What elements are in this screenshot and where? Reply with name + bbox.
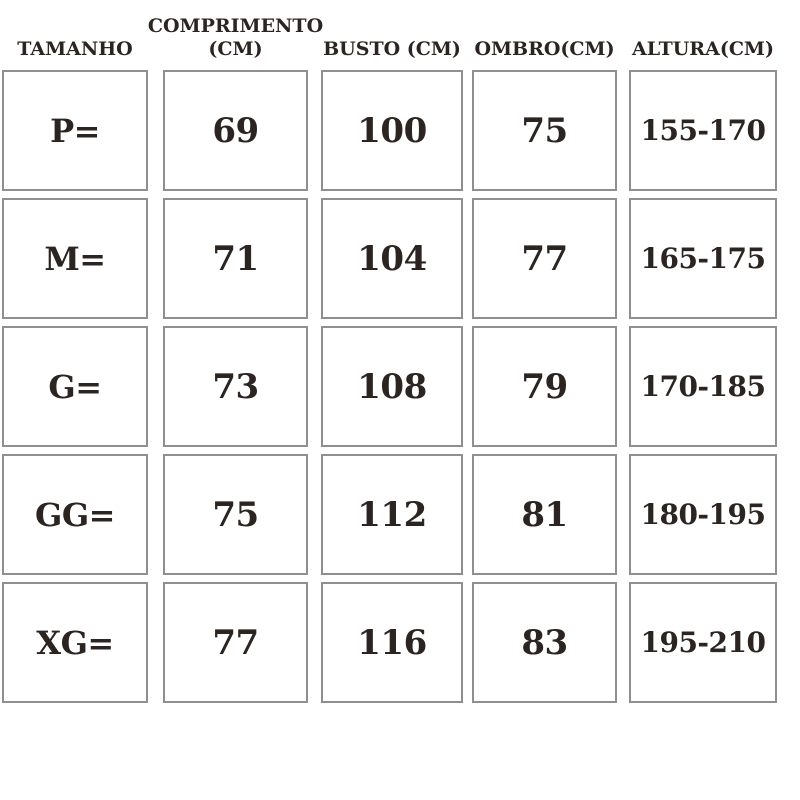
size-cell: XG= <box>2 582 148 703</box>
size-cell: 108 <box>321 326 463 447</box>
size-cell: 165-175 <box>629 198 777 319</box>
size-cell: 112 <box>321 454 463 575</box>
size-cell: 79 <box>472 326 617 447</box>
column-tamanho: TAMANHO P= M= G= GG= XG= <box>2 0 148 710</box>
size-cell: P= <box>2 70 148 191</box>
size-cell: 77 <box>472 198 617 319</box>
size-cell: 116 <box>321 582 463 703</box>
column-header-ombro: OMBRO(CM) <box>474 37 615 60</box>
size-cell: 195-210 <box>629 582 777 703</box>
column-comprimento: COMPRIMENTO (CM) 69 71 73 75 77 <box>147 0 324 710</box>
size-cell: 73 <box>163 326 308 447</box>
size-cell: 104 <box>321 198 463 319</box>
size-cell: 69 <box>163 70 308 191</box>
column-altura: ALTURA(CM) 155-170 165-175 170-185 180-1… <box>629 0 777 710</box>
column-ombro: OMBRO(CM) 75 77 79 81 83 <box>472 0 617 710</box>
size-cell: 170-185 <box>629 326 777 447</box>
size-cell: 155-170 <box>629 70 777 191</box>
size-cell: G= <box>2 326 148 447</box>
size-cell: 81 <box>472 454 617 575</box>
column-header-altura: ALTURA(CM) <box>632 37 774 60</box>
size-cell: 71 <box>163 198 308 319</box>
size-cell: 75 <box>472 70 617 191</box>
column-header-comprimento: COMPRIMENTO (CM) <box>147 15 324 60</box>
size-cell: M= <box>2 198 148 319</box>
size-cell: GG= <box>2 454 148 575</box>
column-header-busto: BUSTO (CM) <box>323 37 461 60</box>
size-cell: 77 <box>163 582 308 703</box>
size-cell: 75 <box>163 454 308 575</box>
column-busto: BUSTO (CM) 100 104 108 112 116 <box>321 0 463 710</box>
size-cell: 83 <box>472 582 617 703</box>
size-cell: 100 <box>321 70 463 191</box>
column-header-tamanho: TAMANHO <box>17 37 133 60</box>
size-cell: 180-195 <box>629 454 777 575</box>
